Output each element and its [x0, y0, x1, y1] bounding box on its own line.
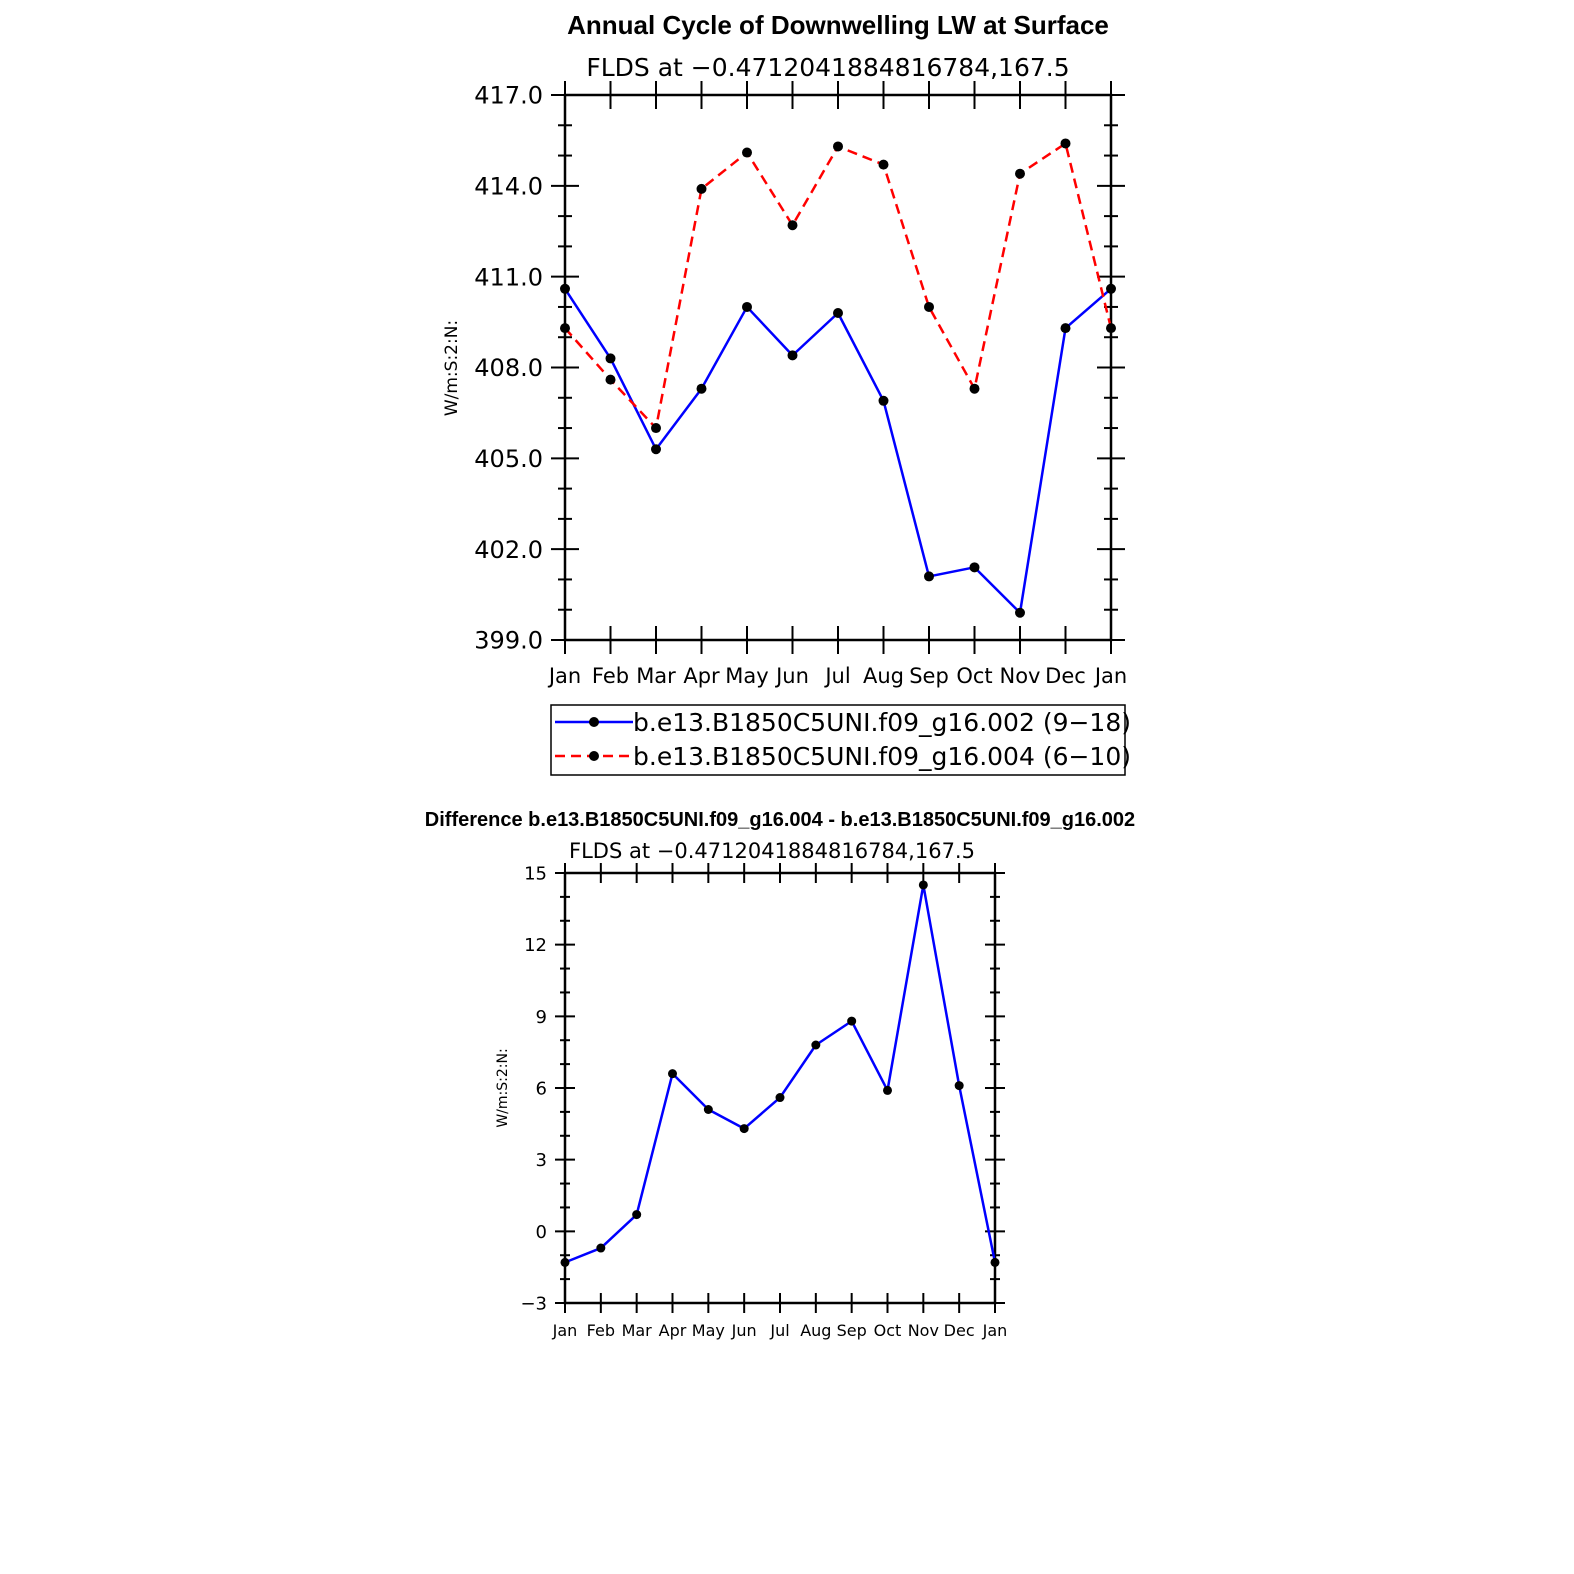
top-chart-legend: b.e13.B1850C5UNI.f09_g16.002 (9−18) b.e1… — [550, 704, 1131, 776]
bottom-series-1-point — [883, 1085, 892, 1095]
top-x-tick-label: Sep — [909, 664, 949, 688]
bottom-x-tick-label: Jan — [552, 1321, 578, 1340]
bottom-series-1-point — [596, 1243, 606, 1253]
top-x-tick-label: Jan — [547, 664, 581, 688]
top-series-1-point — [696, 383, 707, 394]
bottom-y-tick-label: −3 — [520, 1293, 547, 1314]
bottom-y-tick-label: 9 — [536, 1007, 547, 1028]
top-x-tick-label: Feb — [592, 664, 629, 688]
top-series-2-point — [560, 323, 570, 334]
top-series-2-point — [833, 141, 843, 152]
bottom-series-1-point — [703, 1105, 713, 1114]
bottom-series-1-line — [564, 883, 997, 1264]
top-series-2-point — [1106, 323, 1116, 334]
top-series-1-point — [1015, 607, 1025, 618]
bottom-y-tick-label: 0 — [536, 1222, 547, 1243]
bottom-x-tick-label: Jan — [982, 1321, 1008, 1340]
top-series-2-point — [787, 220, 798, 231]
top-series-1-point — [605, 353, 616, 364]
top-x-tick-label: Apr — [683, 664, 720, 688]
top-series-2-point — [742, 147, 752, 158]
bottom-series-1-point — [668, 1069, 677, 1079]
bottom-y-tick-label: 15 — [524, 863, 547, 884]
bottom-y-tick-label: 6 — [536, 1078, 547, 1099]
bottom-y-tick-label: 12 — [524, 935, 547, 956]
bottom-x-tick-label: Feb — [587, 1321, 615, 1340]
top-y-tick-label: 402.0 — [474, 536, 543, 564]
bottom-series-1-point — [632, 1210, 642, 1220]
top-y-tick-label: 411.0 — [474, 263, 543, 291]
bottom-x-tick-label: Dec — [944, 1321, 975, 1340]
top-series-2-point — [878, 159, 889, 170]
top-x-tick-label: Aug — [863, 664, 904, 688]
top-y-tick-label: 414.0 — [474, 172, 543, 200]
top-series-2-point — [605, 374, 616, 385]
bottom-series-1-point — [847, 1016, 857, 1026]
bottom-series-1-point — [739, 1124, 749, 1134]
bottom-y-axis-label: W/m:S:2:N: — [495, 1048, 511, 1127]
top-series-1-point — [924, 571, 934, 582]
bottom-chart-subtitle: FLDS at −0.4712041884816784,167.5 — [569, 839, 975, 863]
bottom-x-tick-label: Sep — [837, 1321, 867, 1340]
top-x-tick-label: Jul — [823, 664, 850, 688]
top-series-2-point — [1060, 138, 1071, 149]
top-series-1-point — [560, 283, 570, 294]
top-series-1-point — [742, 301, 752, 312]
top-x-tick-label: Jan — [1093, 664, 1127, 688]
bottom-x-tick-label: Nov — [908, 1321, 939, 1340]
bottom-series-1-point — [990, 1257, 1000, 1267]
top-x-tick-label: Oct — [956, 664, 992, 688]
top-x-tick-label: Nov — [1000, 664, 1041, 688]
top-series-2-point — [924, 301, 934, 312]
top-chart-title: Annual Cycle of Downwelling LW at Surfac… — [567, 10, 1109, 40]
legend-marker-series-2 — [589, 751, 599, 761]
bottom-y-tick-label: 3 — [536, 1150, 547, 1171]
top-y-tick-label: 417.0 — [474, 82, 543, 110]
top-series-1-point — [969, 562, 980, 573]
top-series-1-point — [878, 395, 889, 406]
top-series-1-point — [651, 444, 661, 455]
top-line-chart: 399.0 402.0 405.0 408.0 411.0 414.0 417.0 Jan Fe… — [474, 81, 1127, 688]
legend-marker-series-1 — [589, 717, 599, 727]
bottom-line-chart: −3 0 3 6 9 12 15 Jan Feb Mar Apr May Jun Jul Aug Sep Oct… — [520, 863, 1007, 1340]
top-series-2-point — [1015, 168, 1025, 179]
bottom-series-1-point — [954, 1081, 964, 1091]
top-series-2-point — [969, 383, 980, 394]
top-x-tick-label: May — [725, 664, 768, 688]
bottom-series-1-point — [775, 1093, 785, 1103]
legend-label-series-2: b.e13.B1850C5UNI.f09_g16.004 (6−10) — [633, 742, 1131, 771]
top-series-2-point — [696, 183, 707, 194]
bottom-series-1-point — [811, 1040, 821, 1050]
top-series-2-line — [564, 142, 1113, 430]
bottom-x-tick-label: Jun — [731, 1321, 757, 1340]
bottom-x-tick-label: Apr — [659, 1321, 687, 1340]
bottom-series-1-point — [560, 1257, 570, 1267]
top-series-1-line — [563, 287, 1112, 614]
top-series-1-point — [833, 308, 843, 318]
top-series-1-point — [1106, 283, 1116, 294]
top-y-tick-label: 405.0 — [474, 445, 543, 473]
top-chart-subtitle: FLDS at −0.4712041884816784,167.5 — [586, 53, 1069, 82]
bottom-series-1-point — [918, 880, 928, 890]
top-series-2-point — [651, 423, 661, 434]
top-series-1-point — [787, 350, 798, 361]
bottom-chart-title: Difference b.e13.B1850C5UNI.f09_g16.004 … — [425, 809, 1135, 831]
bottom-x-tick-label: Oct — [874, 1321, 902, 1340]
top-x-tick-label: Dec — [1045, 664, 1086, 688]
top-y-tick-label: 408.0 — [474, 354, 543, 382]
bottom-x-tick-label: Jul — [769, 1321, 789, 1340]
legend-label-series-1: b.e13.B1850C5UNI.f09_g16.002 (9−18) — [633, 708, 1131, 737]
top-y-tick-label: 399.0 — [474, 627, 543, 655]
bottom-x-tick-label: May — [692, 1321, 725, 1340]
top-x-tick-label: Mar — [636, 664, 676, 688]
bottom-plot-frame — [563, 871, 997, 1305]
top-x-tick-label: Jun — [774, 664, 809, 688]
top-series-1-point — [1060, 323, 1071, 334]
bottom-x-tick-label: Aug — [800, 1321, 831, 1340]
legend-box — [550, 704, 1126, 776]
top-y-axis-label: W/m:S:2:N: — [442, 320, 462, 416]
bottom-x-tick-label: Mar — [622, 1321, 653, 1340]
